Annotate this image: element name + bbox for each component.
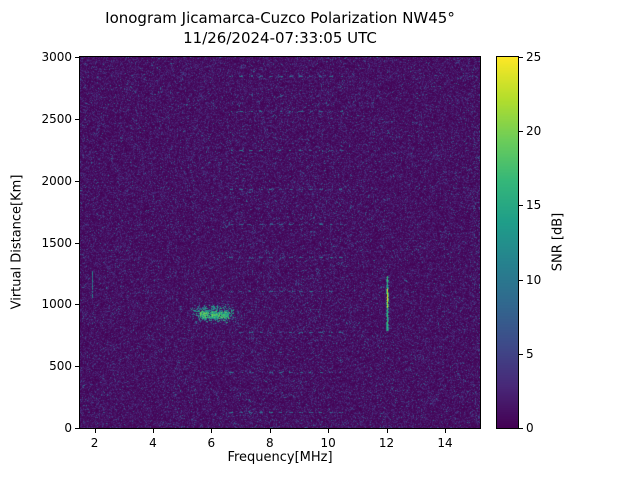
x-tick-mark xyxy=(269,429,271,433)
x-tick-label: 6 xyxy=(207,436,216,450)
y-tick-label: 1500 xyxy=(41,235,72,250)
y-tick-mark xyxy=(75,180,79,182)
x-tick-label: 10 xyxy=(320,436,336,450)
x-axis-label: Frequency[MHz] xyxy=(227,450,333,465)
x-tick-label: 4 xyxy=(149,436,157,450)
chart-title: Ionogram Jicamarca-Cuzco Polarization NW… xyxy=(80,8,480,48)
x-tick-mark xyxy=(444,429,446,433)
colorbar-tick-mark xyxy=(519,279,523,281)
x-tick-mark xyxy=(386,429,388,433)
x-tick-label: 14 xyxy=(437,436,453,450)
x-tick-mark xyxy=(211,429,213,433)
x-tick-label: 2 xyxy=(90,436,99,450)
colorbar-tick-label: 10 xyxy=(526,272,542,287)
chart-title-line2: 11/26/2024-07:33:05 UTC xyxy=(183,29,377,47)
colorbar-tick-label: 25 xyxy=(526,50,542,64)
y-tick-label: 2500 xyxy=(41,111,72,126)
colorbar-tick-mark xyxy=(519,57,523,58)
y-tick-mark xyxy=(75,118,79,120)
x-tick-mark xyxy=(152,429,154,433)
colorbar-tick-label: 0 xyxy=(526,421,534,435)
y-tick-label: 1000 xyxy=(41,297,72,312)
y-tick-label: 0 xyxy=(64,421,72,435)
colorbar-tick-mark xyxy=(519,428,523,429)
y-tick-mark xyxy=(75,57,79,58)
colorbar-tick-label: 15 xyxy=(526,198,542,213)
y-tick-mark xyxy=(75,304,79,306)
colorbar xyxy=(496,56,519,429)
y-tick-label: 500 xyxy=(49,359,72,374)
colorbar-tick-label: 20 xyxy=(526,124,542,139)
x-tick-mark xyxy=(94,429,96,433)
x-tick-label: 8 xyxy=(265,436,274,450)
y-tick-mark xyxy=(75,242,79,244)
chart-title-line1: Ionogram Jicamarca-Cuzco Polarization NW… xyxy=(105,9,455,27)
y-tick-label: 3000 xyxy=(41,50,72,64)
colorbar-tick-mark xyxy=(519,205,523,207)
colorbar-tick-label: 5 xyxy=(526,346,534,361)
colorbar-label: SNR [dB] xyxy=(550,212,566,272)
colorbar-tick-mark xyxy=(519,353,523,355)
y-tick-mark xyxy=(75,366,79,368)
x-tick-label: 12 xyxy=(378,436,395,450)
colorbar-tick-mark xyxy=(519,131,523,133)
y-tick-label: 2000 xyxy=(41,173,72,188)
y-tick-mark xyxy=(75,428,79,429)
x-tick-mark xyxy=(328,429,330,433)
heatmap-canvas xyxy=(79,56,481,429)
y-axis-label: Virtual Distance[Km] xyxy=(9,174,25,310)
